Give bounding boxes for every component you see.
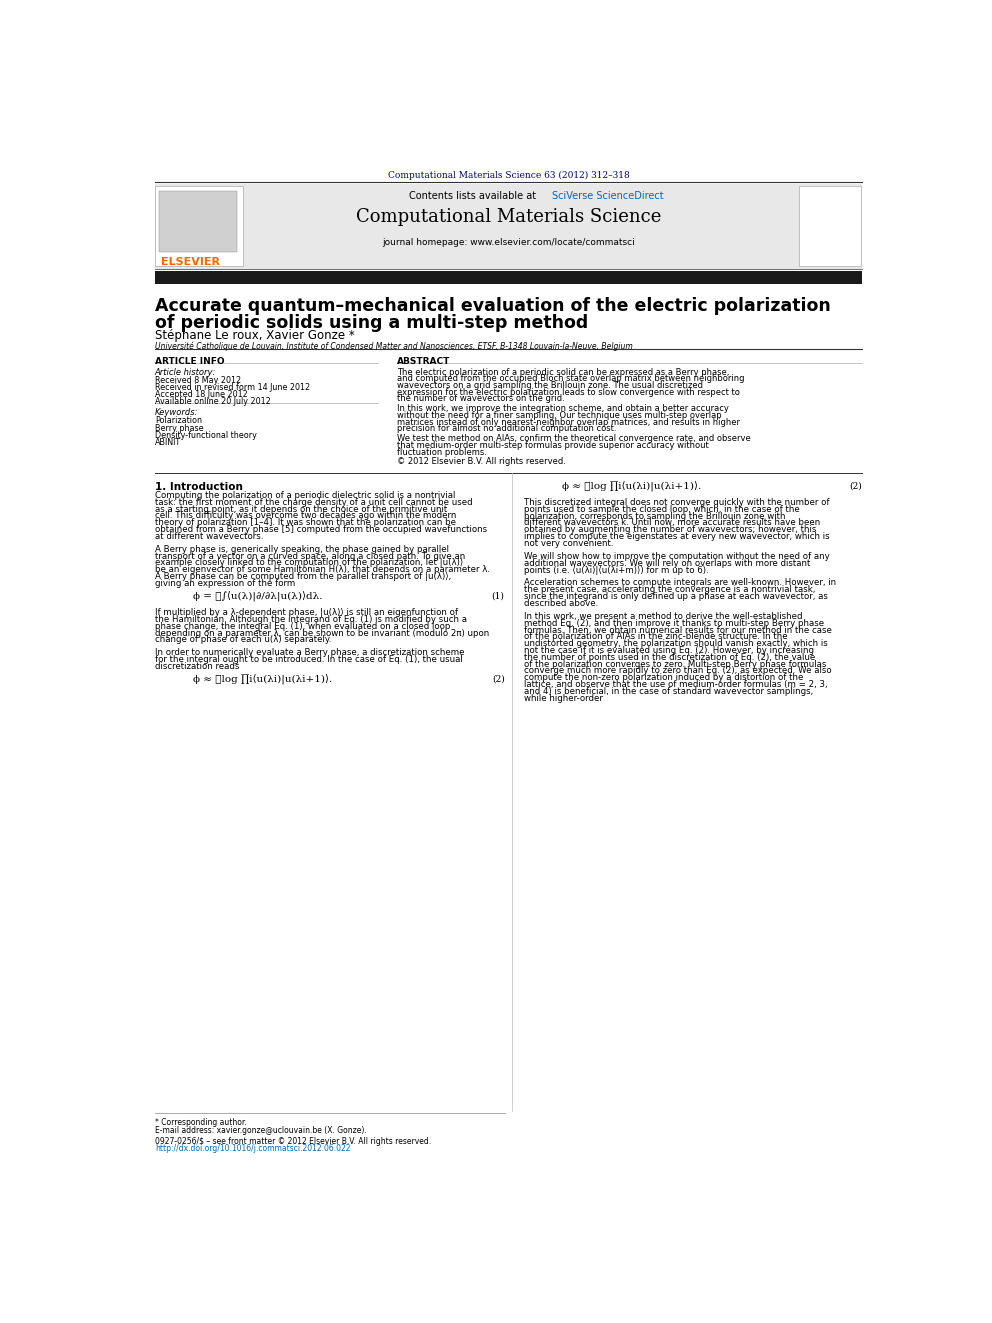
Text: journal homepage: www.elsevier.com/locate/commatsci: journal homepage: www.elsevier.com/locat… [382,238,635,247]
Text: at different wavevectors.: at different wavevectors. [155,532,263,541]
Text: Acceleration schemes to compute integrals are well-known. However, in: Acceleration schemes to compute integral… [524,578,836,587]
Text: different wavevectors k. Until now, more accurate results have been: different wavevectors k. Until now, more… [524,519,820,528]
Text: ABINIT: ABINIT [155,438,181,447]
Text: ARTICLE INFO: ARTICLE INFO [155,357,224,366]
FancyBboxPatch shape [799,187,860,266]
Text: without the need for a finer sampling. Our technique uses multi-step overlap: without the need for a finer sampling. O… [397,411,721,419]
Text: giving an expression of the form: giving an expression of the form [155,579,295,587]
Text: A Berry phase is, generically speaking, the phase gained by parallel: A Berry phase is, generically speaking, … [155,545,448,554]
Text: (2): (2) [492,675,505,684]
Text: transport of a vector on a curved space, along a closed path. To give an: transport of a vector on a curved space,… [155,552,465,561]
Text: example closely linked to the computation of the polarization, let |u(λ)⟩: example closely linked to the computatio… [155,558,463,568]
Text: of the polarization of AlAs in the zinc-blende structure. In the: of the polarization of AlAs in the zinc-… [524,632,788,642]
Text: © 2012 Elsevier B.V. All rights reserved.: © 2012 Elsevier B.V. All rights reserved… [397,458,565,467]
Text: as a starting point, as it depends on the choice of the primitive unit: as a starting point, as it depends on th… [155,504,447,513]
Text: Université Catholique de Louvain, Institute of Condensed Matter and Nanosciences: Université Catholique de Louvain, Instit… [155,341,633,351]
Text: Received 8 May 2012: Received 8 May 2012 [155,376,241,385]
Text: that medium-order multi-step formulas provide superior accuracy without: that medium-order multi-step formulas pr… [397,441,708,450]
Text: (1): (1) [492,591,505,601]
Text: (2): (2) [849,482,862,491]
Text: for the integral ought to be introduced. In the case of Eq. (1), the usual: for the integral ought to be introduced.… [155,655,462,664]
Text: Computational Materials Science: Computational Materials Science [356,208,661,226]
Text: In order to numerically evaluate a Berry phase, a discretization scheme: In order to numerically evaluate a Berry… [155,648,464,658]
Text: lattice, and observe that the use of medium-order formulas (m = 2, 3,: lattice, and observe that the use of med… [524,680,827,689]
Text: compute the non-zero polarization induced by a distortion of the: compute the non-zero polarization induce… [524,673,804,683]
Text: of periodic solids using a multi-step method: of periodic solids using a multi-step me… [155,314,588,332]
Text: precision for almost no additional computation cost.: precision for almost no additional compu… [397,425,616,434]
Text: implies to compute the eigenstates at every new wavevector, which is: implies to compute the eigenstates at ev… [524,532,829,541]
Text: In this work, we present a method to derive the well-established: In this work, we present a method to der… [524,611,803,620]
Text: We test the method on AlAs, confirm the theoretical convergence rate, and observ: We test the method on AlAs, confirm the … [397,434,751,443]
Text: ϕ ≈ ℑlog ∏i⟨u(λi)|u(λi+1)⟩.: ϕ ≈ ℑlog ∏i⟨u(λi)|u(λi+1)⟩. [562,482,701,492]
Text: If multiplied by a λ-dependent phase, |u(λ)⟩ is still an eigenfunction of: If multiplied by a λ-dependent phase, |u… [155,609,457,617]
FancyBboxPatch shape [155,187,243,266]
Text: We will show how to improve the computation without the need of any: We will show how to improve the computat… [524,552,829,561]
Text: Stéphane Le roux, Xavier Gonze *: Stéphane Le roux, Xavier Gonze * [155,329,354,341]
Text: Accurate quantum–mechanical evaluation of the electric polarization: Accurate quantum–mechanical evaluation o… [155,298,830,315]
Text: E-mail address: xavier.gonze@uclouvain.be (X. Gonze).: E-mail address: xavier.gonze@uclouvain.b… [155,1126,366,1135]
Text: Available online 20 July 2012: Available online 20 July 2012 [155,397,271,406]
Text: expression for the electric polarization leads to slow convergence with respect : expression for the electric polarization… [397,388,740,397]
Text: and computed from the occupied Bloch state overlap matrix between neighboring: and computed from the occupied Bloch sta… [397,374,744,384]
Text: not the case if it is evaluated using Eq. (2). However, by increasing: not the case if it is evaluated using Eq… [524,646,813,655]
Text: depending on a parameter λ, can be shown to be invariant (modulo 2π) upon: depending on a parameter λ, can be shown… [155,628,489,638]
Text: ELSEVIER: ELSEVIER [161,257,220,266]
Bar [155,271,862,284]
Text: points (i.e. ⟨u(λi)|⟨u(λi+m)⟩) for m up to 6).: points (i.e. ⟨u(λi)|⟨u(λi+m)⟩) for m up … [524,565,708,574]
Text: Contents lists available at: Contents lists available at [410,192,540,201]
Text: polarization, corresponds to sampling the Brillouin zone with: polarization, corresponds to sampling th… [524,512,786,521]
Text: the Hamiltonian. Although the integrand of Eq. (1) is modified by such a: the Hamiltonian. Although the integrand … [155,615,467,624]
Text: Berry phase: Berry phase [155,423,203,433]
Text: A Berry phase can be computed from the parallel transport of |u(λ)⟩,: A Berry phase can be computed from the p… [155,572,451,581]
Text: Density-functional theory: Density-functional theory [155,431,257,441]
Text: Polarization: Polarization [155,417,201,426]
Text: The electric polarization of a periodic solid can be expressed as a Berry phase,: The electric polarization of a periodic … [397,368,729,377]
Text: while higher-order: while higher-order [524,693,603,703]
Text: of the polarization converges to zero. Multi-step Berry phase formulas: of the polarization converges to zero. M… [524,660,826,668]
Text: ϕ ≈ ℑlog ∏i⟨u(λi)|u(λi+1)⟩.: ϕ ≈ ℑlog ∏i⟨u(λi)|u(λi+1)⟩. [193,675,332,685]
Text: Article history:: Article history: [155,368,216,377]
Text: and 4) is beneficial, in the case of standard wavevector samplings,: and 4) is beneficial, in the case of sta… [524,687,813,696]
Text: fluctuation problems.: fluctuation problems. [397,447,487,456]
Text: points used to sample the closed loop, which, in the case of the: points used to sample the closed loop, w… [524,505,800,513]
FancyBboxPatch shape [155,184,862,269]
Text: Received in revised form 14 June 2012: Received in revised form 14 June 2012 [155,382,310,392]
Text: ABSTRACT: ABSTRACT [397,357,450,366]
Text: formulas. Then, we obtain numerical results for our method in the case: formulas. Then, we obtain numerical resu… [524,626,831,635]
Text: SciVerse ScienceDirect: SciVerse ScienceDirect [552,192,664,201]
Text: undistorted geometry, the polarization should vanish exactly, which is: undistorted geometry, the polarization s… [524,639,827,648]
Text: Computing the polarization of a periodic dielectric solid is a nontrivial: Computing the polarization of a periodic… [155,491,455,500]
Text: the number of wavevectors on the grid.: the number of wavevectors on the grid. [397,394,564,404]
Text: 1. Introduction: 1. Introduction [155,482,243,492]
Text: not very convenient.: not very convenient. [524,538,613,548]
Text: ϕ = ℑ∫⟨u(λ)|∂/∂λ|u(λ)⟩dλ.: ϕ = ℑ∫⟨u(λ)|∂/∂λ|u(λ)⟩dλ. [193,591,322,602]
Text: discretization reads: discretization reads [155,662,239,671]
Text: task: the first moment of the charge density of a unit cell cannot be used: task: the first moment of the charge den… [155,497,472,507]
Text: obtained from a Berry phase [5] computed from the occupied wavefunctions: obtained from a Berry phase [5] computed… [155,525,487,534]
Text: http://dx.doi.org/10.1016/j.commatsci.2012.06.022: http://dx.doi.org/10.1016/j.commatsci.20… [155,1144,350,1152]
Text: additional wavevectors. We will rely on overlaps with more distant: additional wavevectors. We will rely on … [524,558,810,568]
Text: cell. This difficulty was overcome two decades ago within the modern: cell. This difficulty was overcome two d… [155,511,456,520]
Text: be an eigenvector of some Hamiltonian H(λ), that depends on a parameter λ.: be an eigenvector of some Hamiltonian H(… [155,565,490,574]
Text: In this work, we improve the integration scheme, and obtain a better accuracy: In this work, we improve the integration… [397,405,729,413]
Text: obtained by augmenting the number of wavevectors; however, this: obtained by augmenting the number of wav… [524,525,816,534]
Text: since the integrand is only defined up a phase at each wavevector, as: since the integrand is only defined up a… [524,593,827,601]
Text: 0927-0256/$ – see front matter © 2012 Elsevier B.V. All rights reserved.: 0927-0256/$ – see front matter © 2012 El… [155,1136,431,1146]
Text: method Eq. (2), and then improve it thanks to multi-step Berry phase: method Eq. (2), and then improve it than… [524,619,824,627]
Text: Keywords:: Keywords: [155,409,198,417]
FancyBboxPatch shape [159,192,237,253]
Text: phase change, the integral Eq. (1), when evaluated on a closed loop: phase change, the integral Eq. (1), when… [155,622,450,631]
Text: wavevectors on a grid sampling the Brillouin zone. The usual discretized: wavevectors on a grid sampling the Brill… [397,381,702,390]
Text: * Corresponding author.: * Corresponding author. [155,1118,246,1127]
Text: change of phase of each u(λ) separately.: change of phase of each u(λ) separately. [155,635,331,644]
Text: the number of points used in the discretization of Eq. (2), the value: the number of points used in the discret… [524,652,815,662]
Text: matrices instead of only nearest-neighbor overlap matrices, and results in highe: matrices instead of only nearest-neighbo… [397,418,740,427]
Text: the present case, accelerating the convergence is a nontrivial task,: the present case, accelerating the conve… [524,585,815,594]
Text: This discretized integral does not converge quickly with the number of: This discretized integral does not conve… [524,497,829,507]
Text: Computational Materials Science 63 (2012) 312–318: Computational Materials Science 63 (2012… [388,171,629,180]
Text: converge much more rapidly to zero than Eq. (2), as expected. We also: converge much more rapidly to zero than … [524,667,831,676]
Text: Accepted 18 June 2012: Accepted 18 June 2012 [155,390,247,400]
Text: described above.: described above. [524,599,598,609]
Text: theory of polarization [1–4]. It was shown that the polarization can be: theory of polarization [1–4]. It was sho… [155,519,455,527]
